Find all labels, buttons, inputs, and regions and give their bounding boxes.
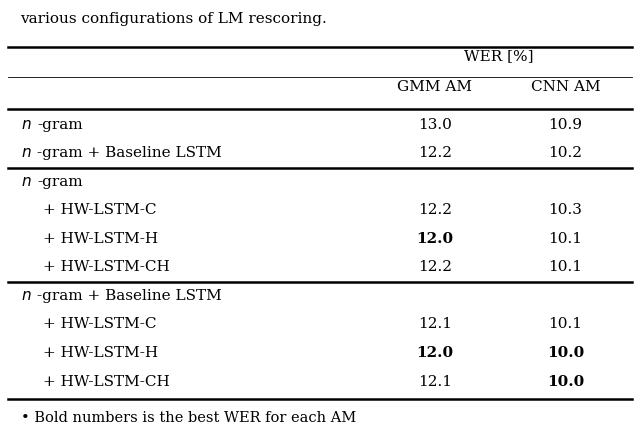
Text: + HW-LSTM-CH: + HW-LSTM-CH — [43, 260, 170, 274]
Text: -gram: -gram — [37, 118, 83, 132]
Text: 12.0: 12.0 — [416, 346, 453, 360]
Text: + HW-LSTM-CH: + HW-LSTM-CH — [43, 375, 170, 388]
Text: -gram + Baseline LSTM: -gram + Baseline LSTM — [37, 146, 222, 160]
Text: 12.1: 12.1 — [418, 317, 452, 332]
Text: 10.0: 10.0 — [547, 346, 584, 360]
Text: • Bold numbers is the best WER for each AM: • Bold numbers is the best WER for each … — [20, 411, 356, 425]
Text: 12.2: 12.2 — [418, 203, 452, 217]
Text: $n$: $n$ — [20, 118, 31, 132]
Text: 12.2: 12.2 — [418, 146, 452, 160]
Text: $n$: $n$ — [20, 146, 31, 160]
Text: 12.2: 12.2 — [418, 260, 452, 274]
Text: 10.3: 10.3 — [548, 203, 582, 217]
Text: WER [%]: WER [%] — [463, 49, 533, 63]
Text: 10.1: 10.1 — [548, 317, 582, 332]
Text: -gram + Baseline LSTM: -gram + Baseline LSTM — [37, 289, 222, 303]
Text: 12.0: 12.0 — [416, 232, 453, 246]
Text: + HW-LSTM-C: + HW-LSTM-C — [43, 317, 156, 332]
Text: + HW-LSTM-H: + HW-LSTM-H — [43, 232, 158, 246]
Text: -gram: -gram — [37, 175, 83, 189]
Text: 10.1: 10.1 — [548, 232, 582, 246]
Text: + HW-LSTM-H: + HW-LSTM-H — [43, 346, 158, 360]
Text: GMM AM: GMM AM — [397, 80, 472, 94]
Text: CNN AM: CNN AM — [531, 80, 600, 94]
Text: 10.0: 10.0 — [547, 375, 584, 388]
Text: 13.0: 13.0 — [418, 118, 452, 132]
Text: + HW-LSTM-C: + HW-LSTM-C — [43, 203, 156, 217]
Text: 10.9: 10.9 — [548, 118, 582, 132]
Text: $n$: $n$ — [20, 289, 31, 303]
Text: various configurations of LM rescoring.: various configurations of LM rescoring. — [20, 12, 327, 26]
Text: 10.1: 10.1 — [548, 260, 582, 274]
Text: 10.2: 10.2 — [548, 146, 582, 160]
Text: $n$: $n$ — [20, 175, 31, 189]
Text: 12.1: 12.1 — [418, 375, 452, 388]
